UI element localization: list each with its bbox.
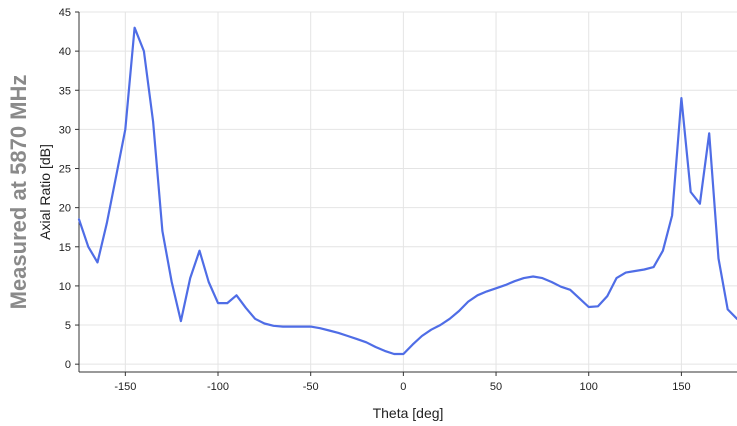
- y-tick-labels: 0 5 10 15 20 25 30 35 40 45: [59, 7, 71, 371]
- y-tick-label: 25: [59, 164, 71, 176]
- side-title: Measured at 5870 MHz: [6, 75, 31, 310]
- x-tick-label: 50: [490, 381, 502, 393]
- y-axis-title: Axial Ratio [dB]: [37, 144, 53, 240]
- y-tick-label: 15: [59, 242, 71, 254]
- x-axis-title: Theta [deg]: [373, 405, 444, 421]
- y-tick-label: 20: [59, 203, 71, 215]
- x-tick-labels: -150 -100 -50 0 50 100 150: [114, 381, 690, 393]
- x-tick-label: 0: [400, 381, 406, 393]
- axes: [75, 11, 737, 376]
- plot-area: [79, 12, 737, 372]
- y-tick-label: 40: [59, 46, 71, 58]
- x-tick-label: 150: [672, 381, 690, 393]
- grid-lines: [79, 11, 737, 372]
- x-tick-label: -100: [207, 381, 229, 393]
- y-tick-label: 10: [59, 281, 71, 293]
- x-tick-label: -150: [114, 381, 136, 393]
- y-tick-label: 5: [65, 320, 71, 332]
- y-tick-label: 35: [59, 85, 71, 97]
- y-tick-label: 30: [59, 124, 71, 136]
- axial-ratio-series-line: [77, 26, 737, 356]
- y-tick-label: 45: [59, 7, 71, 19]
- x-tick-label: 100: [580, 381, 598, 393]
- x-tick-label: -50: [303, 381, 319, 393]
- y-tick-label: 0: [65, 359, 71, 371]
